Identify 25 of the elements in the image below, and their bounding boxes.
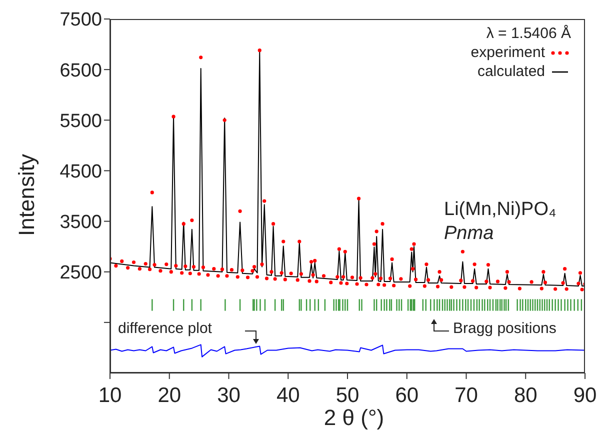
x-tick-label: 80: [514, 384, 538, 407]
x-tick-label: 20: [158, 384, 182, 407]
y-tick-label: 2500: [60, 262, 102, 284]
x-tick-label: 10: [98, 384, 122, 407]
x-tick-label: 30: [217, 384, 240, 407]
legend-label: experiment: [470, 44, 545, 61]
legend-label: calculated: [477, 63, 545, 80]
series-label: Bragg positions: [453, 320, 556, 337]
y-tick-label: 7500: [60, 10, 102, 31]
annotation: λ = 1.5406 Å: [486, 25, 571, 42]
series-label: difference plot: [118, 320, 212, 337]
y-tick-label: 5500: [60, 110, 102, 132]
x-tick-label: 40: [276, 384, 300, 407]
x-tick-label: 50: [336, 384, 360, 407]
x-tick-label: 90: [573, 384, 597, 407]
annotation: Pnma: [444, 222, 495, 246]
y-axis-title: Intensity: [14, 153, 40, 238]
x-tick-label: 60: [395, 384, 419, 407]
line-series: [110, 344, 585, 358]
annotation: Li(Mn,Ni)PO₄: [444, 198, 556, 222]
y-tick-label: 3500: [60, 212, 102, 234]
y-tick-label: 4500: [60, 161, 102, 182]
y-tick-label: 6500: [60, 60, 102, 82]
x-axis-title: 2 θ (°): [322, 405, 386, 431]
x-tick-label: 70: [454, 384, 478, 407]
